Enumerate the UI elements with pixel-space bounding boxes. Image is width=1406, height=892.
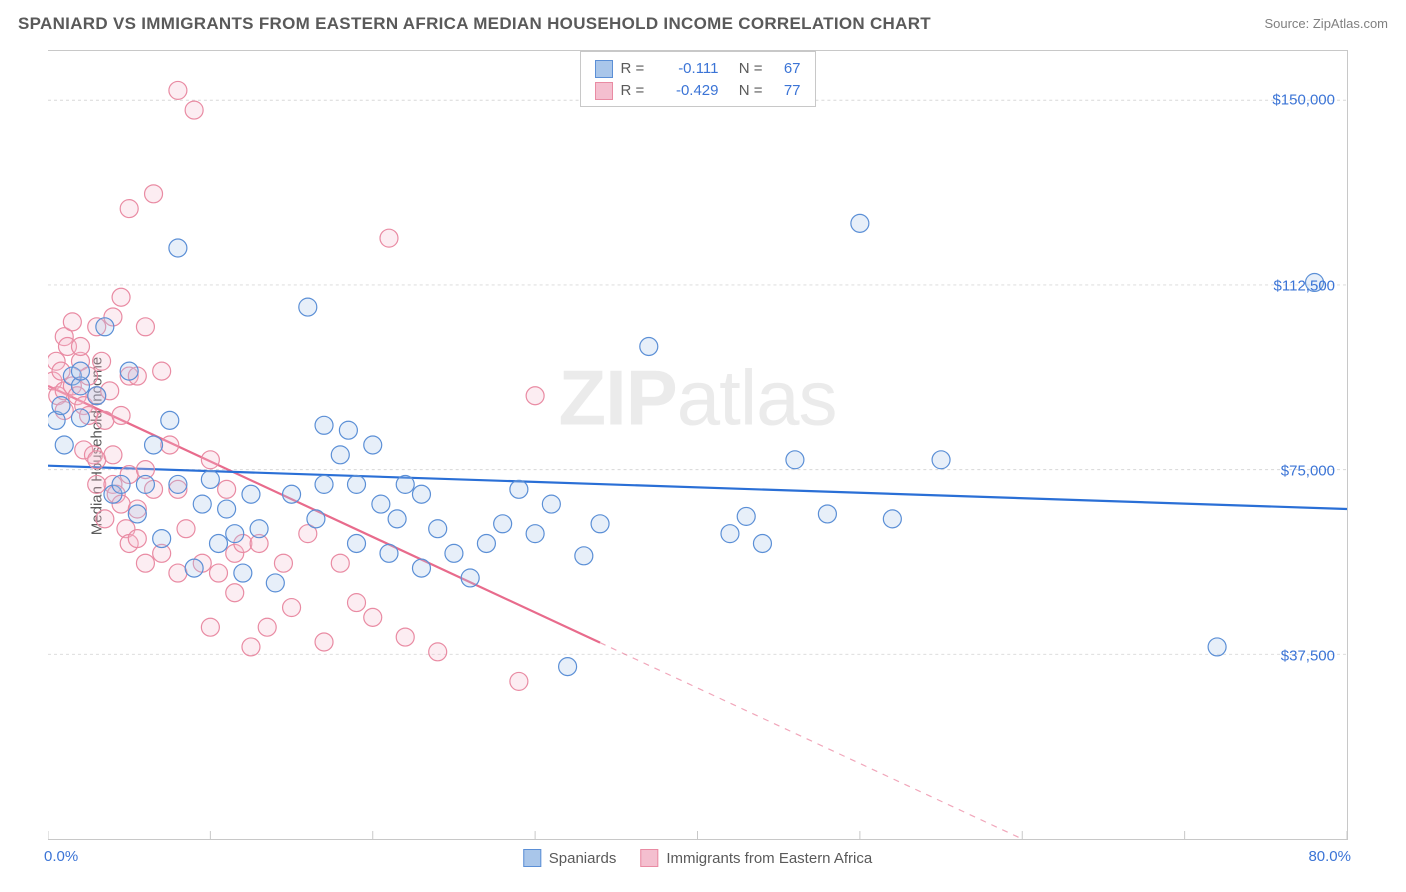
watermark: ZIPatlas — [558, 352, 836, 443]
source-label: Source: ZipAtlas.com — [1264, 16, 1388, 31]
legend-label-spaniards: Spaniards — [549, 850, 617, 867]
series-legend: Spaniards Immigrants from Eastern Africa — [523, 849, 872, 867]
x-axis-max-label: 80.0% — [1308, 848, 1351, 865]
r-label: R = — [621, 58, 651, 80]
chart-area: ZIPatlas $37,500$75,000$112,500$150,000 … — [48, 50, 1348, 840]
swatch-eafrica — [595, 82, 613, 100]
legend-row-eafrica: R = -0.429 N = 77 — [595, 80, 801, 102]
r-value-spaniards: -0.111 — [659, 58, 719, 80]
y-tick-label: $75,000 — [1281, 462, 1335, 479]
x-axis-min-label: 0.0% — [44, 848, 78, 865]
correlation-legend: R = -0.111 N = 67 R = -0.429 N = 77 — [580, 51, 816, 107]
n-value-spaniards: 67 — [771, 58, 801, 80]
scatter-plot-svg — [48, 51, 1347, 839]
legend-item-spaniards: Spaniards — [523, 849, 617, 867]
swatch-spaniards — [595, 60, 613, 78]
legend-row-spaniards: R = -0.111 N = 67 — [595, 58, 801, 80]
legend-label-eafrica: Immigrants from Eastern Africa — [666, 850, 872, 867]
swatch-eafrica — [640, 849, 658, 867]
legend-item-eafrica: Immigrants from Eastern Africa — [640, 849, 872, 867]
chart-title: SPANIARD VS IMMIGRANTS FROM EASTERN AFRI… — [18, 14, 931, 33]
r-label: R = — [621, 80, 651, 102]
n-label: N = — [733, 58, 763, 80]
y-tick-label: $112,500 — [1274, 277, 1335, 294]
r-value-eafrica: -0.429 — [659, 80, 719, 102]
y-tick-label: $37,500 — [1281, 647, 1335, 664]
n-value-eafrica: 77 — [771, 80, 801, 102]
swatch-spaniards — [523, 849, 541, 867]
y-tick-label: $150,000 — [1272, 92, 1335, 109]
n-label: N = — [733, 80, 763, 102]
